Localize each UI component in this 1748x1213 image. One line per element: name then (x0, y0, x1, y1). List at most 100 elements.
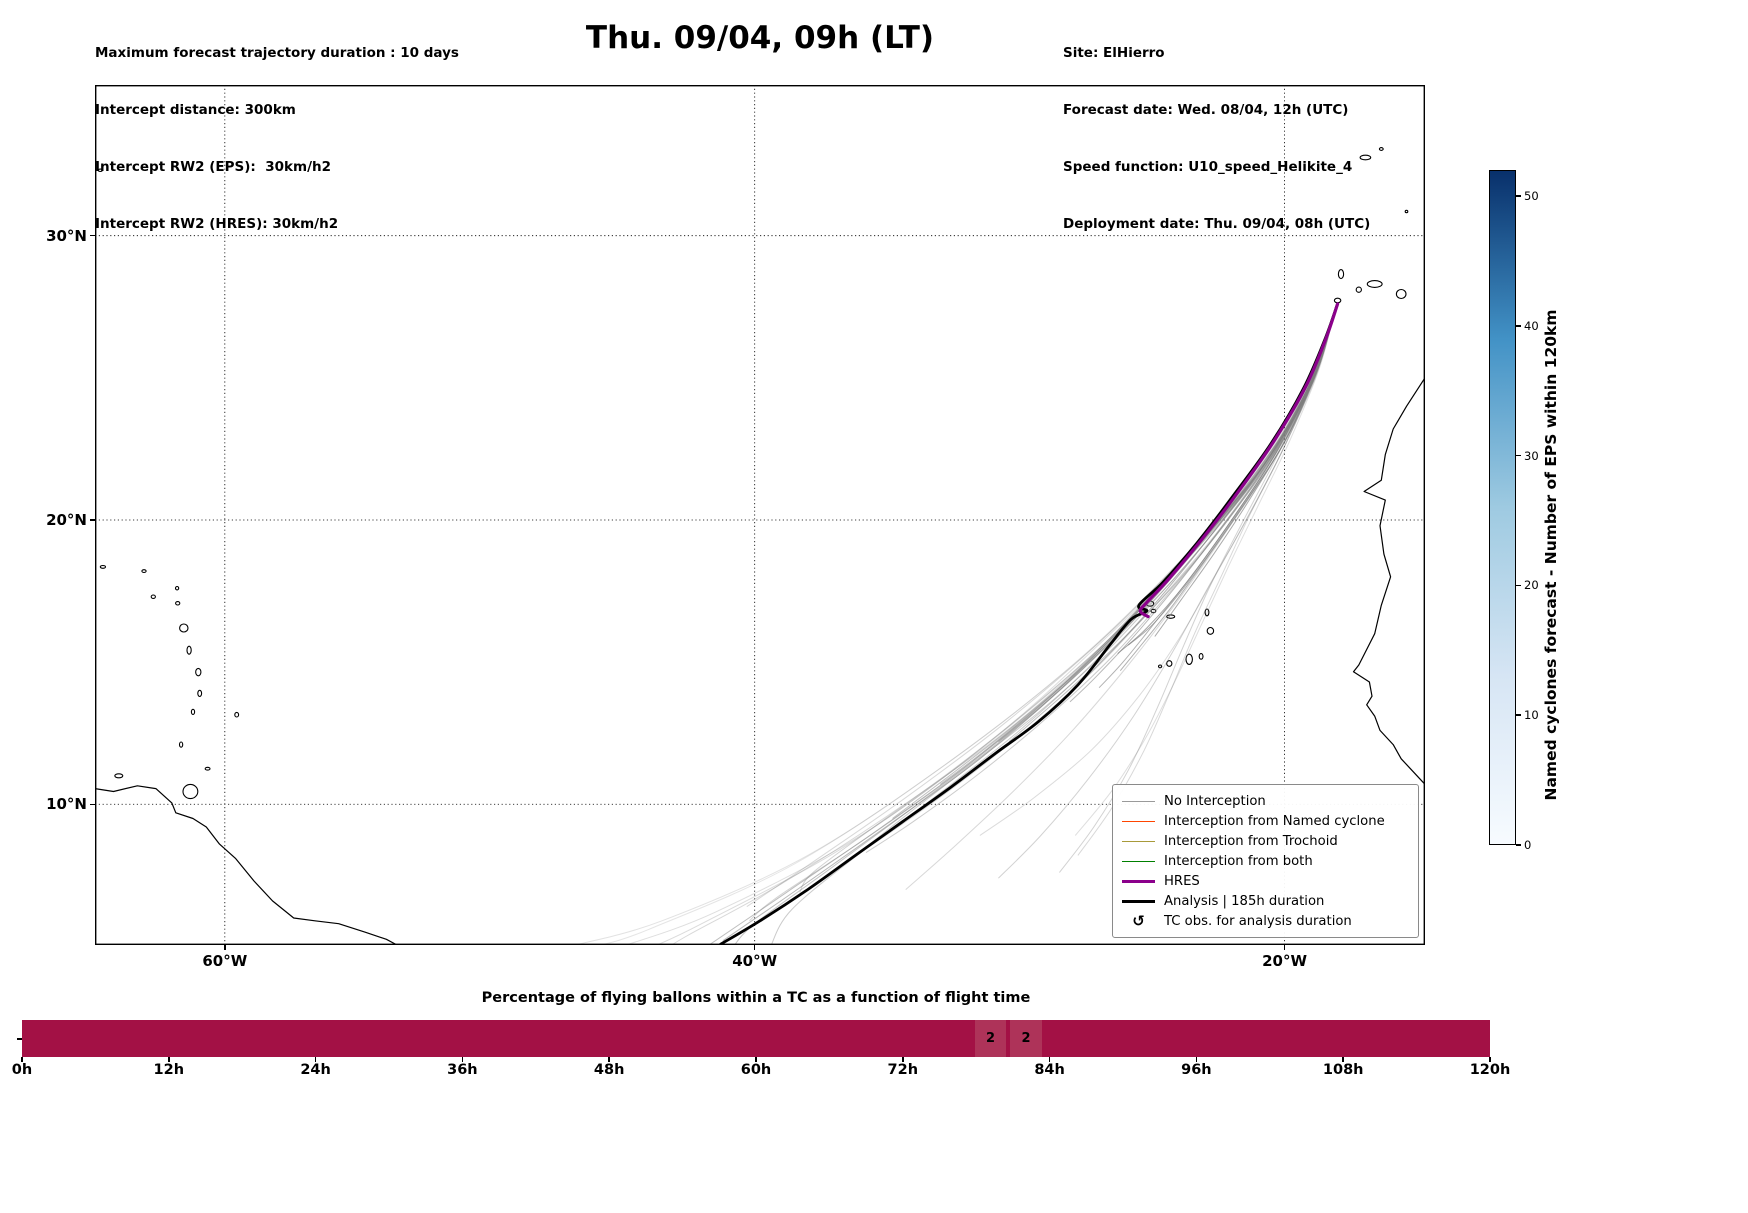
legend-line-swatch (1122, 800, 1155, 802)
strip-tick-label: 24h (300, 1062, 331, 1078)
map-frame (95, 85, 1425, 945)
hres-trajectory (1138, 302, 1340, 619)
island (141, 569, 147, 574)
island (99, 564, 107, 569)
coastline-south-america-coast (95, 785, 398, 945)
legend-line-swatch (1122, 840, 1155, 842)
island (174, 585, 180, 591)
legend-label: No Interception (1164, 793, 1266, 809)
colorbar-label: Named cyclones forecast - Number of EPS … (1542, 309, 1560, 801)
config-line-duration: Maximum forecast trajectory duration : 1… (95, 45, 459, 61)
colorbar-tick-label: 0 (1524, 838, 1532, 852)
colorbar-tick-mark (1516, 584, 1521, 587)
strip-tick-label: 48h (593, 1062, 625, 1078)
island (1166, 660, 1173, 667)
legend-label: Interception from Trochoid (1164, 833, 1338, 849)
ensemble-trajectory (1077, 305, 1337, 856)
colorbar-tick-mark (1516, 844, 1521, 846)
legend-label: Interception from both (1164, 853, 1313, 869)
strip-tick-mark (902, 1057, 904, 1062)
legend-item-tc-obs-for-analysis-duration: ↺ TC obs. for analysis duration (1122, 911, 1409, 931)
island (197, 689, 203, 698)
strip-tick-mark (21, 1057, 23, 1062)
legend-line (1122, 820, 1155, 822)
colorbar-tick-mark (1516, 454, 1521, 457)
island (1366, 280, 1383, 288)
ensemble-trajectory (1117, 305, 1337, 654)
island (195, 667, 202, 677)
colorbar-tick-mark (1516, 195, 1521, 197)
island (186, 645, 192, 655)
legend-line-swatch (1122, 820, 1155, 822)
island (178, 741, 184, 748)
island (1404, 209, 1409, 214)
strip-tick-mark (314, 1057, 317, 1062)
island (1198, 653, 1204, 660)
strip-tick-mark (1489, 1057, 1491, 1062)
lon-tick-label: 60°W (202, 952, 248, 970)
trajectory-map (95, 85, 1425, 945)
legend-item-hres: HRES (1122, 871, 1409, 891)
ensemble-trajectory (1008, 305, 1337, 743)
lat-tick-label: 10°N (46, 795, 87, 814)
ensemble-trajectory (998, 305, 1337, 879)
colorbar-tick-label: 20 (1524, 578, 1539, 593)
legend-line (1122, 899, 1155, 903)
lat-tick-mark (90, 803, 95, 806)
legend-item-interception-from-trochoid: Interception from Trochoid (1122, 831, 1409, 851)
island (1206, 626, 1215, 635)
island (234, 711, 240, 718)
strip-tick-label: 12h (153, 1062, 185, 1078)
ensemble-trajectory (1154, 305, 1337, 637)
strip-tick-mark (608, 1057, 610, 1062)
lon-tick-mark (1283, 945, 1286, 950)
strip-tick-mark (1195, 1057, 1198, 1062)
ensemble-trajectory (722, 305, 1337, 942)
info-line-speedfunc: Speed function: U10_speed_Helikite_4 (1063, 159, 1353, 175)
island (190, 708, 196, 716)
legend-line-swatch (1122, 879, 1155, 883)
strip-tick-label: 72h (887, 1062, 919, 1078)
strip-tick-mark (461, 1057, 464, 1062)
tc-obs-icon: ↺ (1122, 913, 1155, 929)
island (1359, 154, 1372, 161)
colorbar-tick-label: 40 (1524, 318, 1539, 333)
ensemble-trajectory (1074, 305, 1337, 836)
colorbar-tick-mark (1516, 714, 1521, 716)
legend-line-swatch (1122, 899, 1155, 903)
lon-tick-label: 20°W (1262, 952, 1308, 970)
island (1355, 286, 1362, 293)
island (1337, 269, 1345, 280)
legend-line-swatch (1122, 860, 1155, 862)
ensemble-trajectory (855, 305, 1337, 856)
strip-value-cell: 2 (1010, 1020, 1042, 1057)
island (150, 594, 156, 599)
config-line-rw2-eps: Intercept RW2 (EPS): 30km/h2 (95, 159, 331, 175)
info-line-site: Site: ElHierro (1063, 45, 1165, 61)
strip-tick-label: 0h (11, 1062, 33, 1078)
lat-tick-mark (90, 234, 95, 237)
ensemble-trajectory (1119, 305, 1337, 672)
strip-tick-mark (1048, 1057, 1051, 1062)
run-config-text: Maximum forecast trajectory duration : 1… (95, 6, 459, 272)
legend-line (1122, 800, 1155, 802)
legend-item-interception-from-both: Interception from both (1122, 851, 1409, 871)
legend-item-no-interception: No Interception (1122, 791, 1409, 811)
ensemble-trajectory (746, 305, 1337, 908)
legend-label: HRES (1164, 873, 1200, 889)
island (1185, 653, 1193, 665)
strip-y-tick-mark (17, 1038, 22, 1040)
strip-title: Percentage of flying ballons within a TC… (481, 990, 1031, 1006)
info-line-forecast: Forecast date: Wed. 08/04, 12h (UTC) (1063, 102, 1349, 118)
strip-tick-label: 36h (447, 1062, 478, 1078)
strip-tick-mark (168, 1057, 170, 1062)
strip-tick-mark (1342, 1057, 1344, 1062)
info-line-deployment: Deployment date: Thu. 09/04, 08h (UTC) (1063, 216, 1371, 232)
island (97, 168, 103, 173)
lat-tick-label: 30°N (46, 226, 87, 245)
page-title: Thu. 09/04, 09h (LT) (585, 20, 935, 56)
legend-item-analysis-185h-duration: Analysis | 185h duration (1122, 891, 1409, 911)
ensemble-trajectory (979, 305, 1337, 836)
